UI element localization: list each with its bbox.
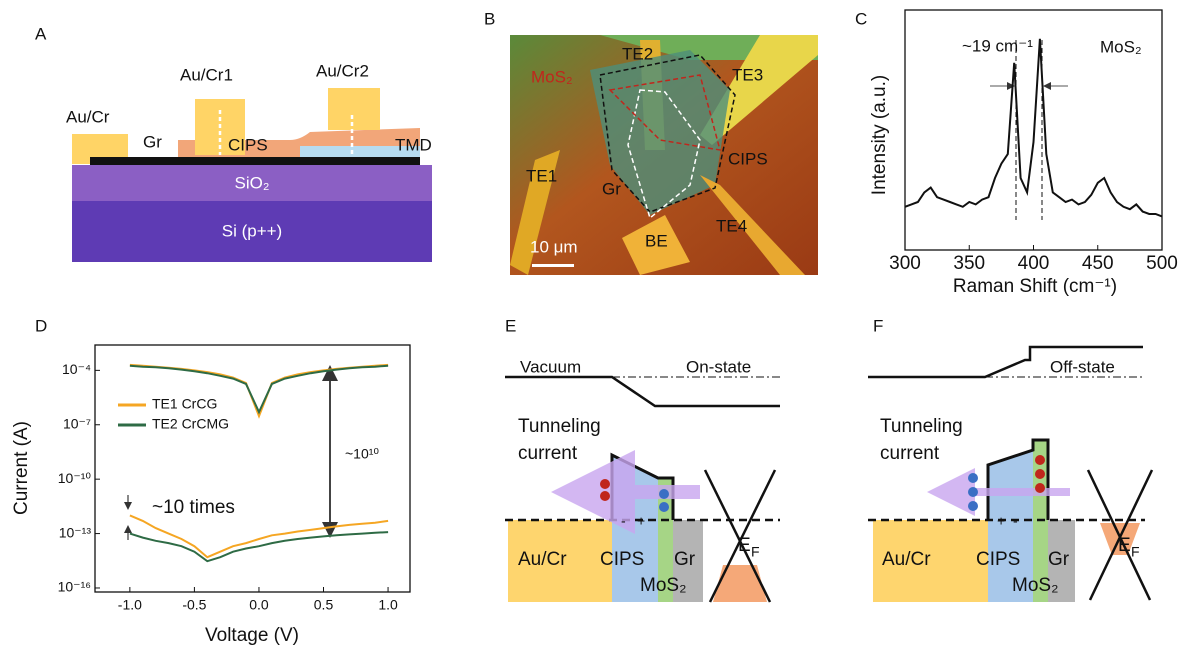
label: TE2: [622, 44, 653, 63]
label: Au/Cr: [518, 549, 567, 570]
label: -: [621, 513, 626, 529]
label: Au/Cr2: [316, 61, 369, 80]
plot-frame: [95, 345, 410, 592]
x-tick-label: 350: [953, 253, 985, 274]
x-tick-label: 400: [1018, 253, 1050, 274]
label: Gr: [674, 549, 696, 570]
x-tick-label: 300: [889, 253, 921, 274]
label: CIPS: [728, 149, 768, 168]
label: current: [518, 443, 578, 464]
label: Gr: [602, 179, 621, 198]
label: E: [738, 535, 751, 556]
figure: A B C D E F Au/Cr Gr Au/Cr1 CIPS Au/Cr2 …: [0, 0, 1181, 650]
label: BE: [645, 231, 668, 250]
label: MoS₂: [531, 67, 573, 86]
panel-label: A: [35, 24, 47, 43]
legend: TE1 CrCG TE2 CrCMG: [118, 396, 229, 432]
data-line: [130, 532, 388, 561]
label: TE3: [732, 65, 763, 84]
label: +: [637, 513, 645, 529]
label: current: [880, 443, 940, 464]
panel-label: F: [873, 316, 883, 335]
label: CIPS: [228, 135, 268, 154]
label: CIPS: [976, 549, 1020, 570]
label: TE4: [716, 216, 747, 235]
legend-label: TE2 CrCMG: [152, 416, 229, 432]
x-tick-label: 0.5: [314, 597, 334, 613]
label: F: [751, 544, 760, 560]
x-tick-label: 1.0: [378, 597, 398, 613]
x-tick-label: 450: [1082, 253, 1114, 274]
label: On-state: [686, 357, 751, 376]
label: Si (p++): [222, 221, 282, 240]
y-tick-label: 10⁻⁴: [62, 361, 91, 377]
panel-label: B: [484, 9, 495, 28]
label: CIPS: [600, 549, 644, 570]
y-axis-label: Intensity (a.u.): [869, 75, 890, 195]
label: Off-state: [1050, 357, 1115, 376]
panel-label: C: [855, 9, 867, 28]
label: MoS₂: [640, 575, 686, 596]
annotation: ~10 times: [152, 497, 235, 518]
y-axis-label: Current (A): [11, 421, 32, 515]
label: SiO₂: [235, 173, 270, 192]
label: Vacuum: [520, 357, 581, 376]
label: Tunneling: [518, 416, 601, 437]
data-line: [130, 515, 388, 557]
scale-bar-label: 10 μm: [530, 237, 578, 256]
label: TE1: [526, 166, 557, 185]
label: TMD: [395, 135, 432, 154]
label: Gr: [143, 132, 162, 151]
x-axis-label: Raman Shift (cm⁻¹): [953, 276, 1117, 297]
label: Au/Cr1: [180, 65, 233, 84]
legend-label: TE1 CrCG: [152, 396, 217, 412]
y-tick-label: 10⁻¹⁰: [58, 470, 92, 486]
panel-label: D: [35, 316, 47, 335]
x-tick-label: 500: [1146, 253, 1178, 274]
panel-label: E: [505, 316, 516, 335]
y-tick-label: 10⁻¹⁶: [58, 579, 91, 595]
label: Au/Cr: [882, 549, 931, 570]
label: Au/Cr: [66, 107, 110, 126]
label: E: [1118, 535, 1131, 556]
label: -: [1013, 513, 1018, 529]
x-tick-label: -1.0: [118, 597, 142, 613]
y-tick-label: 10⁻¹³: [59, 524, 92, 540]
label: Gr: [1048, 549, 1070, 570]
x-tick-label: 0.0: [249, 597, 269, 613]
annotation: ~19 cm⁻¹: [962, 36, 1033, 55]
y-tick-label: 10⁻⁷: [63, 415, 91, 431]
annotation: MoS₂: [1100, 37, 1142, 56]
label: Tunneling: [880, 416, 963, 437]
label: F: [1131, 544, 1140, 560]
x-axis-label: Voltage (V): [205, 625, 299, 646]
data-line: [905, 39, 1162, 217]
label: +: [997, 513, 1005, 529]
annotation: ~10¹⁰: [345, 446, 379, 462]
x-tick-label: -0.5: [182, 597, 206, 613]
label: MoS₂: [1012, 575, 1058, 596]
